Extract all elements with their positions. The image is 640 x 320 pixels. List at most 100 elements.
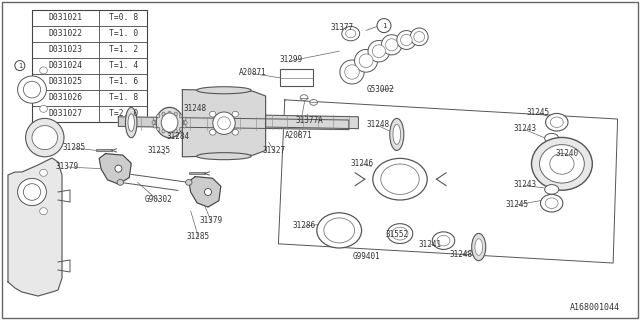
Ellipse shape (545, 198, 558, 209)
FancyArrow shape (96, 149, 112, 151)
Ellipse shape (218, 117, 230, 130)
Ellipse shape (540, 195, 563, 212)
Ellipse shape (24, 184, 41, 200)
Polygon shape (8, 158, 62, 296)
Ellipse shape (209, 129, 216, 135)
Ellipse shape (372, 45, 385, 58)
Text: 31285: 31285 (187, 232, 210, 241)
Text: A20871: A20871 (284, 131, 312, 140)
Text: 1: 1 (18, 63, 22, 68)
Ellipse shape (342, 27, 360, 41)
Ellipse shape (18, 179, 47, 206)
Ellipse shape (550, 117, 563, 128)
Ellipse shape (475, 239, 483, 255)
Ellipse shape (213, 112, 236, 134)
Polygon shape (182, 90, 266, 157)
Ellipse shape (152, 121, 156, 124)
Text: 31235: 31235 (147, 146, 170, 155)
Ellipse shape (387, 224, 413, 244)
Ellipse shape (397, 31, 416, 50)
Ellipse shape (168, 130, 172, 134)
Ellipse shape (157, 114, 160, 118)
Text: 1: 1 (381, 23, 387, 28)
Text: T=1. 8: T=1. 8 (109, 93, 138, 102)
Text: 31245: 31245 (526, 108, 549, 116)
Text: G99401: G99401 (353, 252, 381, 261)
Ellipse shape (540, 145, 584, 183)
Text: D031027: D031027 (49, 109, 83, 118)
Polygon shape (99, 154, 131, 184)
Text: 31377: 31377 (331, 23, 354, 32)
Text: 31245: 31245 (506, 200, 529, 209)
Ellipse shape (18, 76, 47, 103)
Ellipse shape (179, 127, 182, 131)
Ellipse shape (310, 100, 317, 105)
Polygon shape (266, 115, 358, 129)
Ellipse shape (355, 49, 378, 72)
Ellipse shape (346, 29, 356, 38)
FancyArrow shape (189, 172, 205, 174)
Text: T=1. 2: T=1. 2 (109, 45, 138, 54)
Text: D031021: D031021 (49, 13, 83, 22)
Ellipse shape (345, 65, 359, 79)
Text: D031023: D031023 (49, 45, 83, 54)
Ellipse shape (437, 236, 450, 246)
Ellipse shape (414, 32, 424, 42)
Text: 31248: 31248 (184, 104, 207, 113)
Ellipse shape (40, 105, 47, 112)
Text: 31327: 31327 (262, 146, 285, 155)
Ellipse shape (545, 185, 559, 194)
Text: 31379: 31379 (56, 162, 79, 171)
Ellipse shape (40, 208, 47, 215)
Polygon shape (189, 177, 221, 207)
Ellipse shape (381, 35, 402, 55)
Ellipse shape (472, 234, 486, 260)
Ellipse shape (40, 67, 47, 74)
Ellipse shape (368, 41, 390, 62)
Ellipse shape (157, 127, 160, 131)
Ellipse shape (174, 112, 177, 116)
Bar (280, 69, 313, 86)
Text: 31284: 31284 (166, 132, 189, 140)
Ellipse shape (433, 232, 455, 250)
Text: 31299: 31299 (280, 55, 303, 64)
Ellipse shape (300, 95, 308, 100)
Ellipse shape (410, 28, 428, 46)
Ellipse shape (550, 154, 574, 174)
Text: 31552: 31552 (385, 230, 408, 239)
Ellipse shape (197, 87, 252, 94)
Text: T=0. 8: T=0. 8 (109, 13, 138, 22)
Ellipse shape (393, 124, 401, 144)
Text: T=1. 0: T=1. 0 (109, 29, 138, 38)
Circle shape (205, 188, 211, 196)
Text: D031024: D031024 (49, 61, 83, 70)
Text: T=1. 6: T=1. 6 (109, 77, 138, 86)
Ellipse shape (174, 129, 177, 133)
Text: T=1. 4: T=1. 4 (109, 61, 138, 70)
Ellipse shape (340, 60, 364, 84)
Ellipse shape (324, 218, 355, 243)
Ellipse shape (359, 54, 373, 68)
Ellipse shape (117, 180, 124, 185)
Text: 31240: 31240 (556, 149, 579, 158)
Ellipse shape (232, 111, 239, 117)
Ellipse shape (125, 108, 137, 138)
Ellipse shape (184, 121, 188, 124)
Ellipse shape (153, 117, 156, 121)
Ellipse shape (392, 227, 408, 240)
Ellipse shape (128, 114, 134, 132)
Text: 31246: 31246 (350, 159, 373, 168)
Ellipse shape (390, 118, 404, 150)
Text: G90302: G90302 (145, 196, 173, 204)
Text: T=2. 0: T=2. 0 (109, 109, 138, 118)
Ellipse shape (186, 180, 192, 185)
Ellipse shape (197, 153, 252, 160)
Text: D031025: D031025 (49, 77, 83, 86)
Text: 31248: 31248 (366, 120, 389, 129)
Ellipse shape (153, 124, 156, 128)
Text: 31286: 31286 (292, 221, 316, 230)
Text: 31377A: 31377A (295, 116, 323, 124)
Bar (32, 10, 147, 122)
Text: 31379: 31379 (200, 216, 223, 225)
Ellipse shape (209, 111, 216, 117)
